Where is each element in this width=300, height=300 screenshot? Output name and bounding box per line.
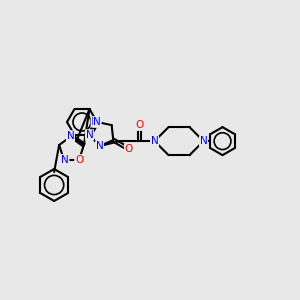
Text: N: N (96, 141, 104, 151)
Text: N: N (85, 130, 93, 140)
Text: N: N (93, 117, 101, 127)
Text: N: N (200, 136, 207, 146)
Text: O: O (135, 120, 144, 130)
Text: N: N (200, 136, 207, 146)
Text: N: N (96, 141, 104, 151)
Text: O: O (125, 144, 133, 154)
Text: N: N (61, 154, 69, 164)
Text: O: O (75, 154, 83, 164)
Text: N: N (151, 136, 158, 146)
Text: O: O (125, 144, 133, 154)
Text: N: N (67, 131, 74, 141)
Text: N: N (93, 117, 101, 127)
Text: O: O (135, 120, 144, 130)
Text: N: N (91, 117, 99, 127)
Text: N: N (61, 154, 69, 164)
Text: N: N (85, 130, 93, 140)
Text: N: N (67, 131, 74, 141)
Text: N: N (151, 136, 158, 146)
Text: O: O (75, 154, 83, 164)
